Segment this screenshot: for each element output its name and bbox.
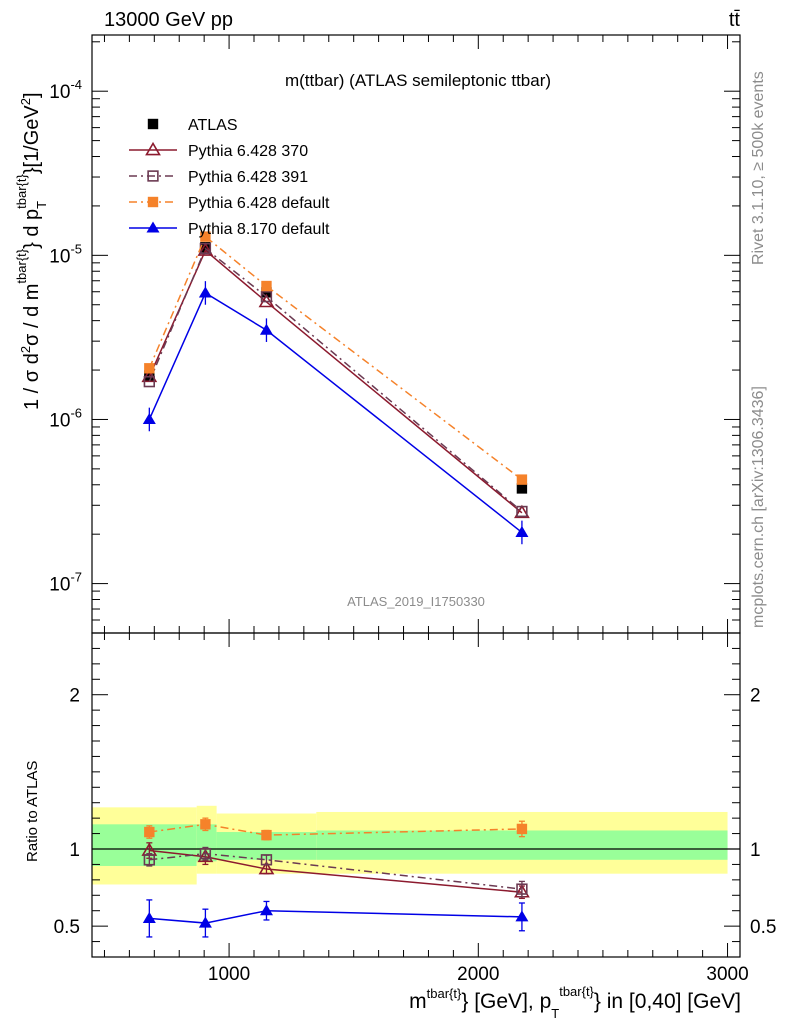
data-point bbox=[261, 280, 272, 292]
mcplots-reference-text: mcplots.cern.ch [arXiv:1306.3436] bbox=[750, 386, 767, 628]
x-tick-label: 2000 bbox=[457, 964, 499, 985]
legend-marker-4 bbox=[146, 221, 160, 233]
rivet-version-text: Rivet 3.1.10, ≥ 500k events bbox=[750, 71, 767, 265]
ratio-point bbox=[516, 883, 528, 895]
x-axis-label: mtbar{t}} [GeV], pTtbar{t}} in [0,40] [G… bbox=[409, 984, 741, 1021]
x-tick-label: 3000 bbox=[706, 964, 748, 985]
ratio-point bbox=[260, 854, 273, 866]
data-point bbox=[515, 525, 529, 537]
ratio-point bbox=[199, 847, 212, 860]
legend-marker-2 bbox=[147, 170, 159, 182]
ratio-point bbox=[144, 826, 155, 838]
data-point bbox=[514, 504, 530, 519]
y-tick-label: 10-5 bbox=[49, 241, 82, 267]
legend-marker-3 bbox=[147, 196, 159, 208]
plot-title: m(ttbar) (ATLAS semileptonic ttbar) bbox=[285, 71, 551, 90]
ratio-y-axis-label: Ratio to ATLAS bbox=[24, 761, 41, 862]
ratio-y-tick-label-left: 1 bbox=[69, 840, 80, 861]
ratio-point bbox=[516, 823, 528, 835]
legend-label-4: Pythia 8.170 default bbox=[188, 221, 330, 238]
series-line-2 bbox=[148, 247, 523, 513]
ratio-y-tick-label-right: 0.5 bbox=[750, 917, 776, 938]
data-point bbox=[516, 483, 528, 494]
ratio-band-green bbox=[196, 824, 217, 862]
series-line-3 bbox=[148, 235, 523, 481]
data-point bbox=[197, 242, 214, 256]
main-y-axis-label: 1 / σ d2σ / d mtbar{t}} d pTtbar{t}}[1/G… bbox=[14, 92, 49, 410]
ratio-point bbox=[198, 916, 212, 928]
header-left: 13000 GeV pp bbox=[104, 9, 233, 31]
data-point bbox=[259, 323, 273, 335]
ratio-point bbox=[197, 848, 214, 863]
legend-marker-0 bbox=[147, 118, 159, 130]
y-tick-label: 10-4 bbox=[49, 77, 82, 103]
ratio-point bbox=[142, 911, 156, 923]
ratio-y-tick-label-left: 2 bbox=[69, 686, 80, 707]
ratio-point bbox=[258, 860, 275, 875]
series-line-4 bbox=[148, 291, 523, 534]
ratio-point bbox=[261, 829, 272, 841]
legend-marker-1 bbox=[145, 141, 161, 156]
data-point bbox=[260, 290, 273, 303]
data-point bbox=[143, 375, 155, 388]
header-right: tt̄ bbox=[729, 9, 741, 31]
ratio-point bbox=[200, 819, 211, 830]
ratio-y-tick-label-right: 1 bbox=[750, 840, 761, 861]
data-point bbox=[200, 231, 211, 242]
data-point bbox=[142, 412, 156, 425]
ratio-y-tick-label-right: 2 bbox=[750, 686, 761, 707]
ratio-plot: 1000 2000 3000 0.5 0.5 1 1 2 2 bbox=[54, 632, 776, 985]
legend-label-0: ATLAS bbox=[188, 117, 238, 134]
ratio-point bbox=[515, 910, 529, 922]
ratio-plot-frame bbox=[91, 632, 741, 958]
analysis-watermark: ATLAS_2019_I1750330 bbox=[347, 594, 485, 609]
y-tick-label: 10-6 bbox=[49, 405, 82, 431]
legend-label-3: Pythia 6.428 default bbox=[188, 195, 330, 212]
ratio-point bbox=[259, 904, 273, 916]
data-point bbox=[200, 242, 211, 253]
ratio-y-tick-label-left: 0.5 bbox=[54, 917, 80, 938]
data-point bbox=[198, 286, 212, 298]
x-tick-label: 1000 bbox=[208, 964, 250, 985]
ratio-line-4 bbox=[149, 909, 522, 924]
y-tick-label: 10-7 bbox=[49, 570, 82, 596]
data-point bbox=[516, 474, 528, 485]
ratio-line-3 bbox=[149, 823, 522, 836]
legend: ATLAS Pythia 6.428 370 Pythia 6.428 391 Pyt… bbox=[129, 117, 330, 238]
ratio-line-2 bbox=[149, 852, 523, 890]
ratio-point bbox=[143, 854, 155, 866]
ratio-line-1 bbox=[149, 849, 522, 893]
data-point bbox=[516, 505, 528, 518]
data-point bbox=[144, 363, 155, 374]
legend-label-1: Pythia 6.428 370 bbox=[188, 143, 308, 160]
legend-label-2: Pythia 6.428 391 bbox=[188, 169, 308, 186]
